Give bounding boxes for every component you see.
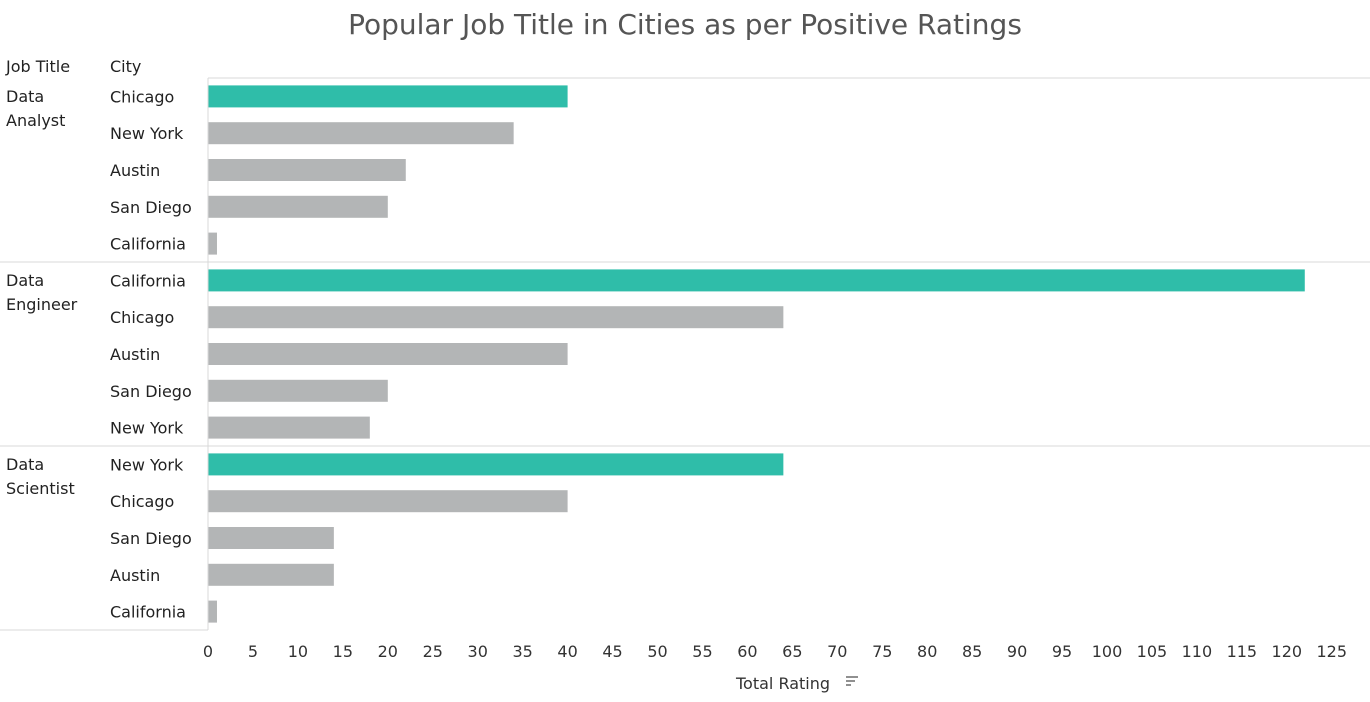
x-tick-label: 75: [872, 642, 892, 661]
city-label: Austin: [110, 345, 160, 364]
city-label: New York: [110, 419, 184, 438]
x-tick-label: 100: [1092, 642, 1123, 661]
bar-data-engineer-san-diego[interactable]: [208, 379, 388, 402]
x-tick-label: 115: [1227, 642, 1258, 661]
job-title-label: Data Analyst: [6, 87, 65, 130]
city-label: Chicago: [110, 492, 174, 511]
x-tick-label: 15: [333, 642, 353, 661]
bar-data-engineer-chicago[interactable]: [208, 306, 784, 329]
city-label: Chicago: [110, 87, 174, 106]
bar-data-analyst-san-diego[interactable]: [208, 195, 388, 218]
x-tick-label: 90: [1007, 642, 1027, 661]
x-tick-label: 60: [737, 642, 757, 661]
bar-data-scientist-chicago[interactable]: [208, 490, 568, 513]
x-axis: 0 5 10 15 20 25 30 35 40 45 50 55 60 65 70 75 80 85 90 95 10…: [203, 642, 1347, 661]
city-label: San Diego: [110, 382, 192, 401]
bar-data-scientist-san-diego[interactable]: [208, 527, 334, 549]
city-label: Chicago: [110, 308, 174, 327]
bar-data-analyst-new-york[interactable]: [208, 122, 514, 145]
bar-data-scientist-california[interactable]: [208, 600, 217, 623]
x-tick-label: 85: [962, 642, 982, 661]
x-tick-label: 55: [692, 642, 712, 661]
city-label: California: [110, 235, 186, 254]
city-label: New York: [110, 124, 184, 143]
x-tick-label: 35: [512, 642, 532, 661]
x-tick-label: 105: [1137, 642, 1168, 661]
chart-title: Popular Job Title in Cities as per Posit…: [348, 8, 1022, 41]
x-tick-label: 95: [1052, 642, 1072, 661]
bar-data-engineer-california[interactable]: [208, 269, 1305, 292]
city-label: Austin: [110, 566, 160, 585]
city-label: California: [110, 271, 186, 290]
x-tick-label: 125: [1316, 642, 1347, 661]
x-tick-label: 70: [827, 642, 847, 661]
city-label: New York: [110, 455, 184, 474]
job-title-label: Data Scientist: [6, 455, 75, 498]
x-tick-label: 5: [248, 642, 258, 661]
city-label: San Diego: [110, 529, 192, 548]
bar-data-engineer-austin[interactable]: [208, 343, 568, 365]
sort-descending-icon[interactable]: [846, 676, 858, 686]
x-tick-label: 25: [423, 642, 443, 661]
bar-data-scientist-austin[interactable]: [208, 563, 334, 586]
x-tick-label: 110: [1182, 642, 1213, 661]
bar-data-analyst-austin[interactable]: [208, 159, 406, 181]
city-header: City: [110, 57, 141, 76]
x-tick-label: 20: [378, 642, 398, 661]
x-tick-label: 40: [557, 642, 577, 661]
x-tick-label: 0: [203, 642, 213, 661]
x-axis-title: Total Rating: [735, 674, 830, 693]
bar-data-scientist-new-york[interactable]: [208, 453, 784, 476]
city-label: California: [110, 603, 186, 622]
bar-data-analyst-chicago[interactable]: [208, 85, 568, 108]
x-tick-label: 10: [288, 642, 308, 661]
job-title-header: Job Title: [5, 57, 70, 76]
bar-data-engineer-new-york[interactable]: [208, 416, 370, 439]
chart-rows: Data Analyst Chicago New York Austin San Dieg…: [0, 77, 1370, 631]
job-title-label: Data Engineer: [6, 271, 78, 314]
x-tick-label: 120: [1272, 642, 1303, 661]
x-tick-label: 30: [468, 642, 488, 661]
x-tick-label: 80: [917, 642, 937, 661]
bar-data-analyst-california[interactable]: [208, 232, 217, 255]
x-tick-label: 50: [647, 642, 667, 661]
city-label: Austin: [110, 161, 160, 180]
x-tick-label: 65: [782, 642, 802, 661]
city-label: San Diego: [110, 198, 192, 217]
x-tick-label: 45: [602, 642, 622, 661]
